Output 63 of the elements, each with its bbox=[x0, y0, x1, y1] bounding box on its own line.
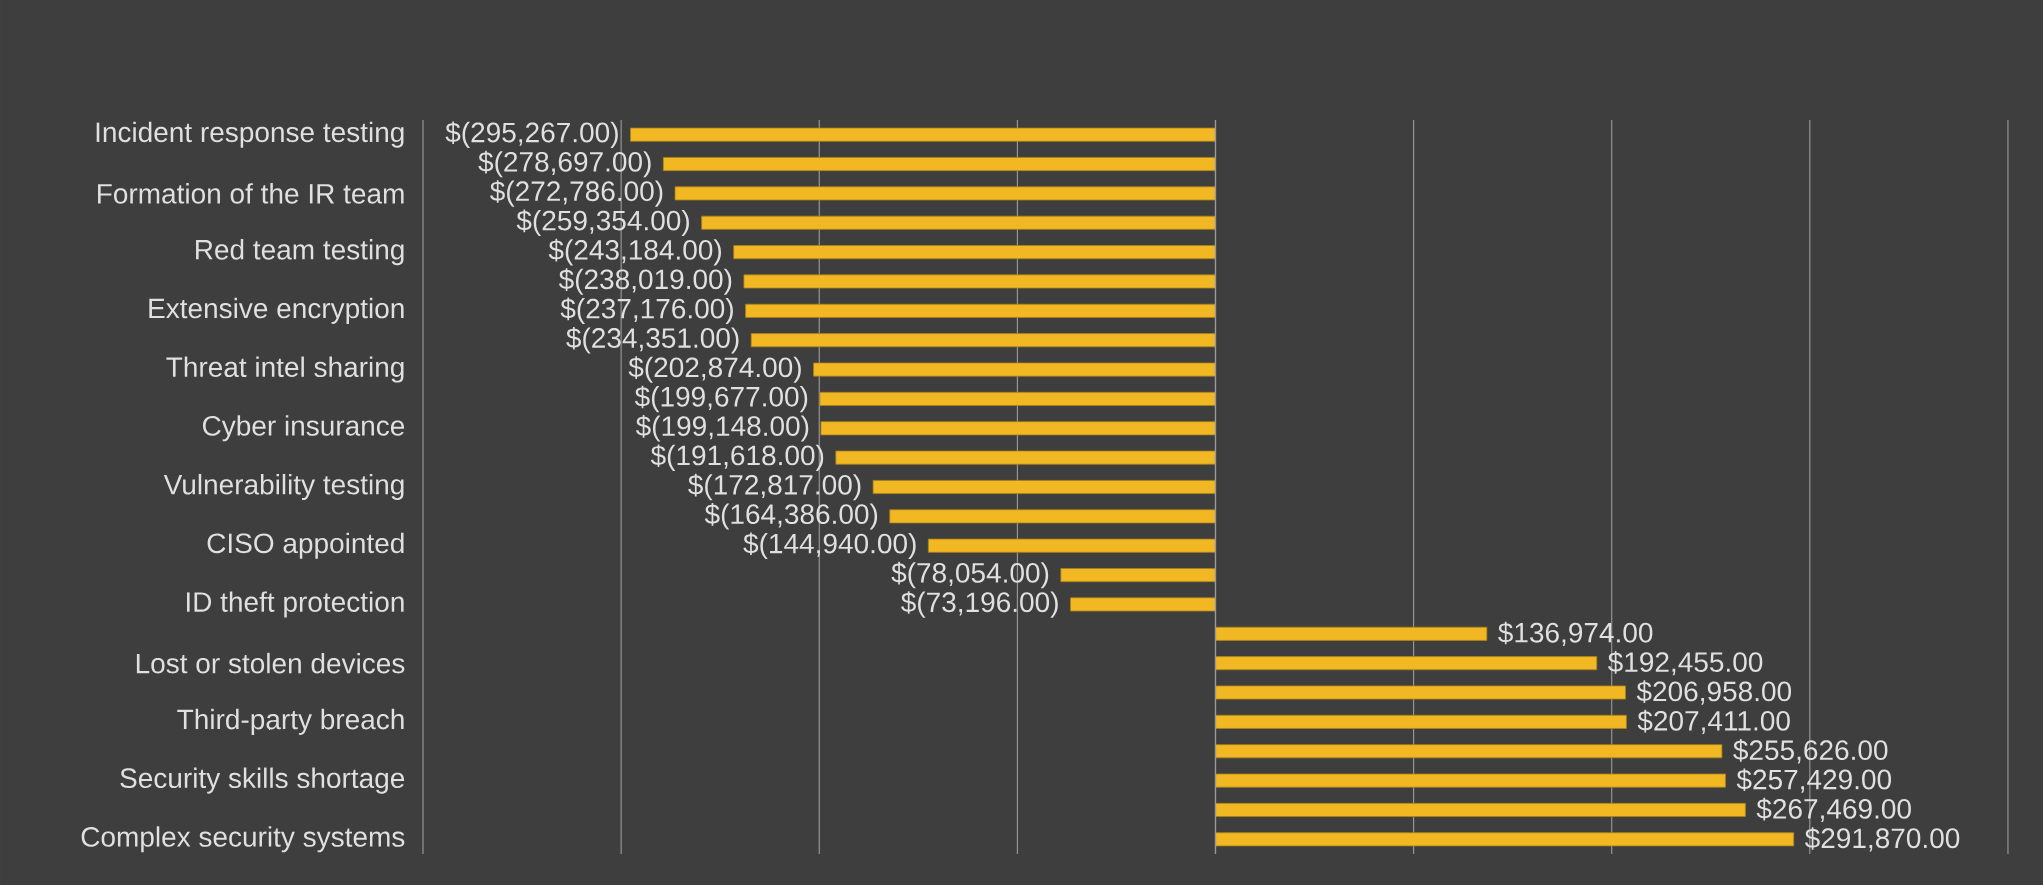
bar bbox=[1215, 656, 1598, 671]
bar bbox=[745, 303, 1216, 318]
y-tick-label: Third-party breach bbox=[177, 708, 404, 735]
data-label: $257,429.00 bbox=[1736, 768, 1892, 793]
bar bbox=[1215, 626, 1488, 641]
y-tick-label: Complex security systems bbox=[81, 826, 405, 853]
data-label: $(295,267.00) bbox=[445, 121, 618, 148]
y-tick-label: Lost or stolen devices bbox=[136, 652, 405, 674]
y-tick-label: Cyber insurance bbox=[202, 415, 405, 442]
data-label: $(237,176.00) bbox=[560, 297, 733, 325]
y-tick-label: Vulnerability testing bbox=[163, 473, 404, 501]
data-label: $(73,196.00) bbox=[901, 591, 1058, 618]
bar bbox=[701, 215, 1216, 230]
bar bbox=[743, 274, 1216, 289]
bar bbox=[1215, 714, 1627, 729]
data-label: $(144,940.00) bbox=[743, 532, 916, 559]
data-label: $(272,786.00) bbox=[490, 180, 663, 207]
data-label: $(78,054.00) bbox=[891, 561, 1049, 589]
bar bbox=[733, 245, 1216, 260]
data-label: $(199,677.00) bbox=[634, 385, 808, 413]
bar bbox=[1215, 685, 1626, 700]
bar bbox=[662, 157, 1216, 172]
y-tick-label: Formation of the IR team bbox=[98, 183, 404, 204]
bar bbox=[835, 450, 1216, 465]
data-label: $192,455.00 bbox=[1608, 651, 1763, 676]
data-label: $136,974.00 bbox=[1498, 621, 1653, 646]
bar bbox=[1070, 597, 1216, 612]
y-tick-label: ID theft protection bbox=[187, 591, 404, 618]
y-tick-label: Red team testing bbox=[196, 239, 404, 266]
bar bbox=[1215, 832, 1795, 847]
data-label: $267,469.00 bbox=[1756, 797, 1911, 823]
bar bbox=[750, 333, 1216, 348]
bar bbox=[630, 127, 1216, 142]
bar bbox=[1215, 773, 1726, 788]
bar bbox=[927, 538, 1216, 553]
y-tick-label: Threat intel sharing bbox=[166, 356, 404, 383]
data-label: $(202,874.00) bbox=[628, 356, 801, 383]
data-label: $(164,386.00) bbox=[704, 503, 878, 530]
bar bbox=[820, 421, 1216, 436]
bar bbox=[819, 391, 1216, 406]
bar bbox=[813, 362, 1216, 377]
data-label: $(191,618.00) bbox=[650, 444, 824, 471]
bar bbox=[872, 479, 1216, 494]
y-tick-label: Incident response testing bbox=[96, 121, 404, 148]
bar bbox=[1060, 568, 1216, 583]
y-tick-label: Extensive encryption bbox=[149, 297, 404, 324]
data-label: $(234,351.00) bbox=[566, 326, 739, 354]
data-label: $255,626.00 bbox=[1733, 739, 1888, 764]
bar bbox=[889, 509, 1216, 524]
bar bbox=[674, 186, 1216, 201]
data-label: $207,411.00 bbox=[1637, 709, 1790, 735]
y-tick-label: Security skills shortage bbox=[120, 767, 405, 794]
data-label: $206,958.00 bbox=[1636, 680, 1792, 705]
data-label: $(243,184.00) bbox=[548, 238, 721, 266]
data-label: $(259,354.00) bbox=[516, 209, 689, 237]
data-label: $(199,148.00) bbox=[635, 415, 809, 442]
bar bbox=[1215, 744, 1723, 759]
data-label: $(172,817.00) bbox=[688, 473, 861, 501]
data-label: $(238,019.00) bbox=[558, 268, 732, 295]
bar bbox=[1215, 802, 1746, 817]
data-label: $(278,697.00) bbox=[478, 150, 651, 178]
data-label: $291,870.00 bbox=[1804, 827, 1960, 852]
y-tick-label: CISO appointed bbox=[207, 532, 404, 559]
